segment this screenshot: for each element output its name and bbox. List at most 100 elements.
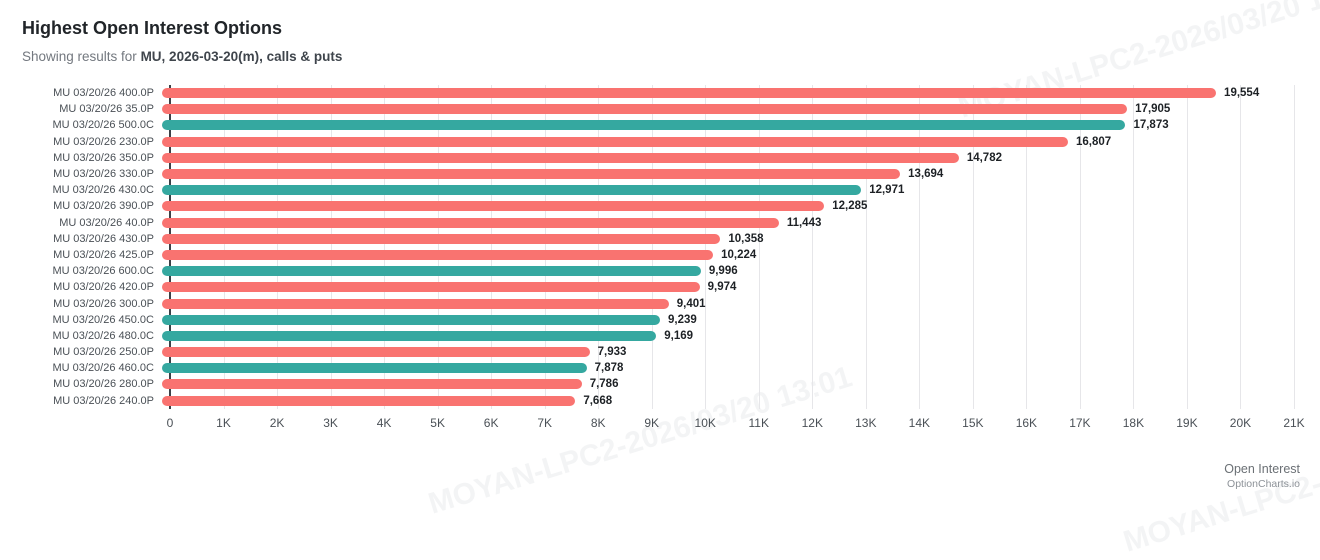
bar-value-label: 17,905 (1135, 103, 1171, 116)
x-axis-tick-label: 14K (908, 415, 931, 430)
bar-put[interactable] (162, 104, 1128, 115)
bar-value-label: 16,807 (1075, 135, 1112, 148)
bar-put[interactable] (162, 201, 825, 212)
bar-track: 9,996 (162, 263, 1294, 279)
category-label: MU 03/20/26 300.0P (53, 297, 154, 310)
bar-call[interactable] (162, 185, 862, 196)
bar-call[interactable] (162, 363, 587, 374)
bar-track: 7,933 (162, 344, 1294, 360)
bar-row: MU 03/20/26 420.0P 9,974 (22, 279, 1294, 295)
bar-row: MU 03/20/26 350.0P 14,782 (22, 150, 1294, 166)
bar-track: 12,971 (162, 182, 1294, 198)
bar-value-label: 10,358 (728, 232, 764, 245)
bar-value-label: 9,996 (708, 265, 738, 278)
bar-row: MU 03/20/26 390.0P 12,285 (22, 198, 1294, 214)
gridline (1133, 85, 1135, 409)
bar-track: 16,807 (162, 134, 1294, 150)
bar-value-label: 9,239 (668, 313, 697, 326)
bar-value-label: 7,878 (594, 362, 624, 375)
bar-put[interactable] (162, 347, 590, 358)
gridline (1294, 85, 1295, 409)
bar-row: MU 03/20/26 600.0C 9,996 (22, 263, 1294, 279)
bar-put[interactable] (162, 249, 714, 260)
gridline (437, 85, 439, 409)
x-axis-tick-label: 0 (166, 415, 174, 430)
bar-row: MU 03/20/26 300.0P 9,401 (22, 295, 1294, 311)
category-label: MU 03/20/26 280.0P (53, 378, 154, 391)
x-axis-tick-label: 4K (376, 415, 392, 430)
gridline (330, 85, 332, 409)
bar-put[interactable] (162, 233, 721, 244)
bar-value-label: 9,974 (707, 281, 737, 294)
bar-rows: MU 03/20/26 400.0P 19,554 MU 03/20/26 35.0… (22, 85, 1294, 409)
category-label: MU 03/20/26 330.0P (53, 168, 154, 181)
bar-track: 9,974 (162, 279, 1294, 295)
bar-row: MU 03/20/26 450.0C 9,239 (22, 312, 1294, 328)
bar-row: MU 03/20/26 460.0C 7,878 (22, 360, 1294, 376)
bar-row: MU 03/20/26 500.0C 17,873 (22, 117, 1294, 133)
bar-put[interactable] (162, 169, 901, 180)
category-label: MU 03/20/26 350.0P (53, 151, 154, 164)
bar-put[interactable] (162, 379, 582, 390)
gridline (1026, 85, 1028, 409)
gridline (705, 85, 707, 409)
chart-header: Highest Open Interest Options Showing re… (0, 0, 1320, 64)
category-label: MU 03/20/26 420.0P (53, 281, 154, 294)
bar-put[interactable] (162, 152, 959, 163)
bar-row: MU 03/20/26 40.0P 11,443 (22, 215, 1294, 231)
bar-track: 19,554 (162, 85, 1294, 101)
bar-put[interactable] (162, 136, 1068, 147)
bar-put[interactable] (162, 298, 669, 309)
bar-put[interactable] (162, 395, 576, 406)
category-label: MU 03/20/26 500.0C (52, 119, 154, 132)
x-axis-tick-label: 13K (855, 415, 877, 430)
bar-row: MU 03/20/26 230.0P 16,807 (22, 134, 1294, 150)
category-label: MU 03/20/26 480.0C (52, 329, 154, 342)
bar-put[interactable] (162, 217, 779, 228)
category-label: MU 03/20/26 40.0P (59, 216, 154, 229)
bar-call[interactable] (162, 266, 701, 277)
bar-track: 7,878 (162, 360, 1294, 376)
x-axis-title: Open Interest (1224, 462, 1300, 476)
bar-track: 17,873 (162, 117, 1294, 133)
bar-value-label: 7,933 (597, 346, 627, 359)
bar-value-label: 13,694 (908, 168, 944, 181)
gridline (384, 85, 386, 409)
gridline (491, 85, 493, 409)
gridline (812, 85, 814, 409)
chart-subtitle: Showing results for MU, 2026-03-20(m), c… (22, 49, 1296, 64)
gridline (1186, 85, 1188, 409)
gridline (1240, 85, 1242, 409)
x-axis-tick-label: 2K (269, 415, 285, 430)
bar-track: 12,285 (162, 198, 1294, 214)
bar-call[interactable] (162, 330, 657, 341)
category-label: MU 03/20/26 240.0P (53, 394, 154, 407)
bar-track: 17,905 (162, 101, 1294, 117)
bar-track: 10,224 (162, 247, 1294, 263)
x-axis-tick-label: 11K (748, 415, 769, 430)
bar-put[interactable] (162, 282, 700, 293)
gridline (277, 85, 279, 409)
category-label: MU 03/20/26 430.0C (52, 184, 154, 197)
category-label: MU 03/20/26 390.0P (53, 200, 154, 213)
x-axis-tick-label: 1K (216, 415, 231, 430)
bar-call[interactable] (162, 120, 1126, 131)
category-label: MU 03/20/26 250.0P (53, 346, 154, 359)
chart-footer: Open Interest OptionCharts.io (1224, 462, 1300, 490)
subtitle-prefix: Showing results for (22, 49, 141, 64)
bar-track: 9,239 (162, 312, 1294, 328)
bar-track: 9,169 (162, 328, 1294, 344)
x-axis-tick-label: 17K (1069, 415, 1091, 430)
bar-row: MU 03/20/26 330.0P 13,694 (22, 166, 1294, 182)
bar-row: MU 03/20/26 425.0P 10,224 (22, 247, 1294, 263)
gridline (544, 85, 546, 409)
category-label: MU 03/20/26 230.0P (53, 135, 154, 148)
bar-value-label: 9,401 (676, 297, 706, 310)
bar-track: 7,668 (162, 393, 1294, 409)
bar-call[interactable] (162, 314, 661, 325)
category-label: MU 03/20/26 400.0P (53, 87, 154, 100)
bar-put[interactable] (162, 88, 1217, 99)
category-label: MU 03/20/26 430.0P (53, 232, 154, 245)
x-axis: 0 1K 2K 3K 4K 5K 6K 7K 8K 9K 10K 11K 12K 13K 14K 15K 16K… (166, 415, 1305, 432)
branding-label: OptionCharts.io (1227, 478, 1300, 490)
